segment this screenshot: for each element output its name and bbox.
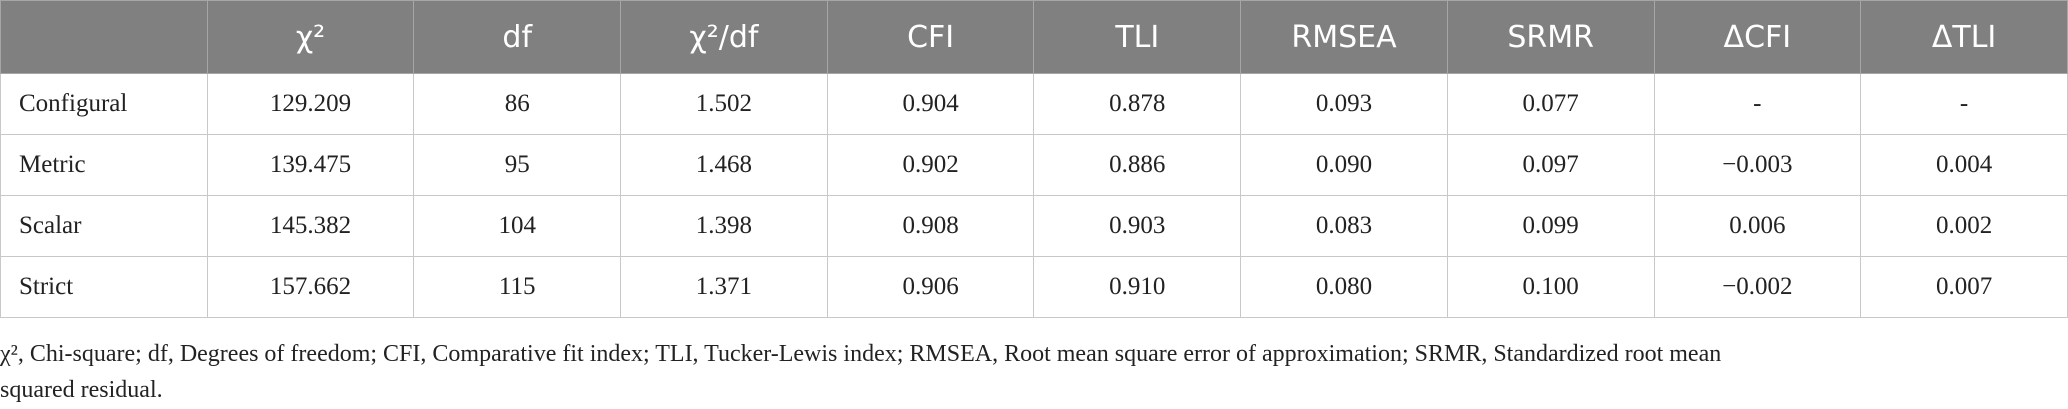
cell: 86 xyxy=(413,73,622,135)
cell: 0.886 xyxy=(1033,134,1242,196)
cell: 0.006 xyxy=(1653,195,1862,257)
cell: 0.097 xyxy=(1446,134,1655,196)
cell: 145.382 xyxy=(206,195,415,257)
header-cell: ΔCFI xyxy=(1653,0,1862,74)
row-label: Scalar xyxy=(0,195,208,257)
cell: 0.906 xyxy=(826,256,1035,318)
cell: 1.398 xyxy=(620,195,828,257)
header-cell: χ²/df xyxy=(620,0,828,74)
cell: 0.093 xyxy=(1240,73,1448,135)
table-body: Configural 129.209 86 1.502 0.904 0.878 0.093 0… xyxy=(0,73,2068,318)
cell: 0.878 xyxy=(1033,73,1242,135)
cell: 1.371 xyxy=(620,256,828,318)
row-label: Metric xyxy=(0,134,208,196)
cell: 115 xyxy=(413,256,622,318)
header-cell: SRMR xyxy=(1446,0,1655,74)
header-cell: ΔTLI xyxy=(1860,0,2068,74)
cell: 0.910 xyxy=(1033,256,1242,318)
cell: 0.903 xyxy=(1033,195,1242,257)
cell: 0.099 xyxy=(1446,195,1655,257)
cell: 1.468 xyxy=(620,134,828,196)
cell: 0.077 xyxy=(1446,73,1655,135)
cell: 0.007 xyxy=(1860,256,2068,318)
table-row: Scalar 145.382 104 1.398 0.908 0.903 0.083 0.09… xyxy=(0,195,2068,257)
cell: 0.004 xyxy=(1860,134,2068,196)
cell: 1.502 xyxy=(620,73,828,135)
header-cell xyxy=(0,0,208,74)
fit-table: χ² df χ²/df CFI TLI RMSEA SRMR ΔCFI ΔTLI Configu… xyxy=(0,0,2068,318)
cell: 157.662 xyxy=(206,256,415,318)
cell: 0.090 xyxy=(1240,134,1448,196)
table-row: Configural 129.209 86 1.502 0.904 0.878 0.093 0… xyxy=(0,73,2068,135)
cell: 95 xyxy=(413,134,622,196)
row-label: Strict xyxy=(0,256,208,318)
cell: - xyxy=(1653,73,1862,135)
cell: −0.002 xyxy=(1653,256,1862,318)
header-cell: TLI xyxy=(1033,0,1242,74)
cell: 0.908 xyxy=(826,195,1035,257)
cell: 139.475 xyxy=(206,134,415,196)
cell: 0.902 xyxy=(826,134,1035,196)
header-cell: df xyxy=(413,0,622,74)
cell: 0.002 xyxy=(1860,195,2068,257)
cell: 0.100 xyxy=(1446,256,1655,318)
table-row: Strict 157.662 115 1.371 0.906 0.910 0.080 0.10… xyxy=(0,256,2068,318)
header-cell: RMSEA xyxy=(1240,0,1448,74)
table-row: Metric 139.475 95 1.468 0.902 0.886 0.090 0.097… xyxy=(0,134,2068,196)
row-label: Configural xyxy=(0,73,208,135)
header-cell: χ² xyxy=(206,0,415,74)
cell: - xyxy=(1860,73,2068,135)
cell: −0.003 xyxy=(1653,134,1862,196)
header-cell: CFI xyxy=(826,0,1035,74)
cell: 104 xyxy=(413,195,622,257)
cell: 129.209 xyxy=(206,73,415,135)
cell: 0.080 xyxy=(1240,256,1448,318)
header-row: χ² df χ²/df CFI TLI RMSEA SRMR ΔCFI ΔTLI xyxy=(0,0,2068,74)
footnote: χ², Chi-square; df, Degrees of freedom; … xyxy=(0,341,1722,403)
cell: 0.904 xyxy=(826,73,1035,135)
cell: 0.083 xyxy=(1240,195,1448,257)
